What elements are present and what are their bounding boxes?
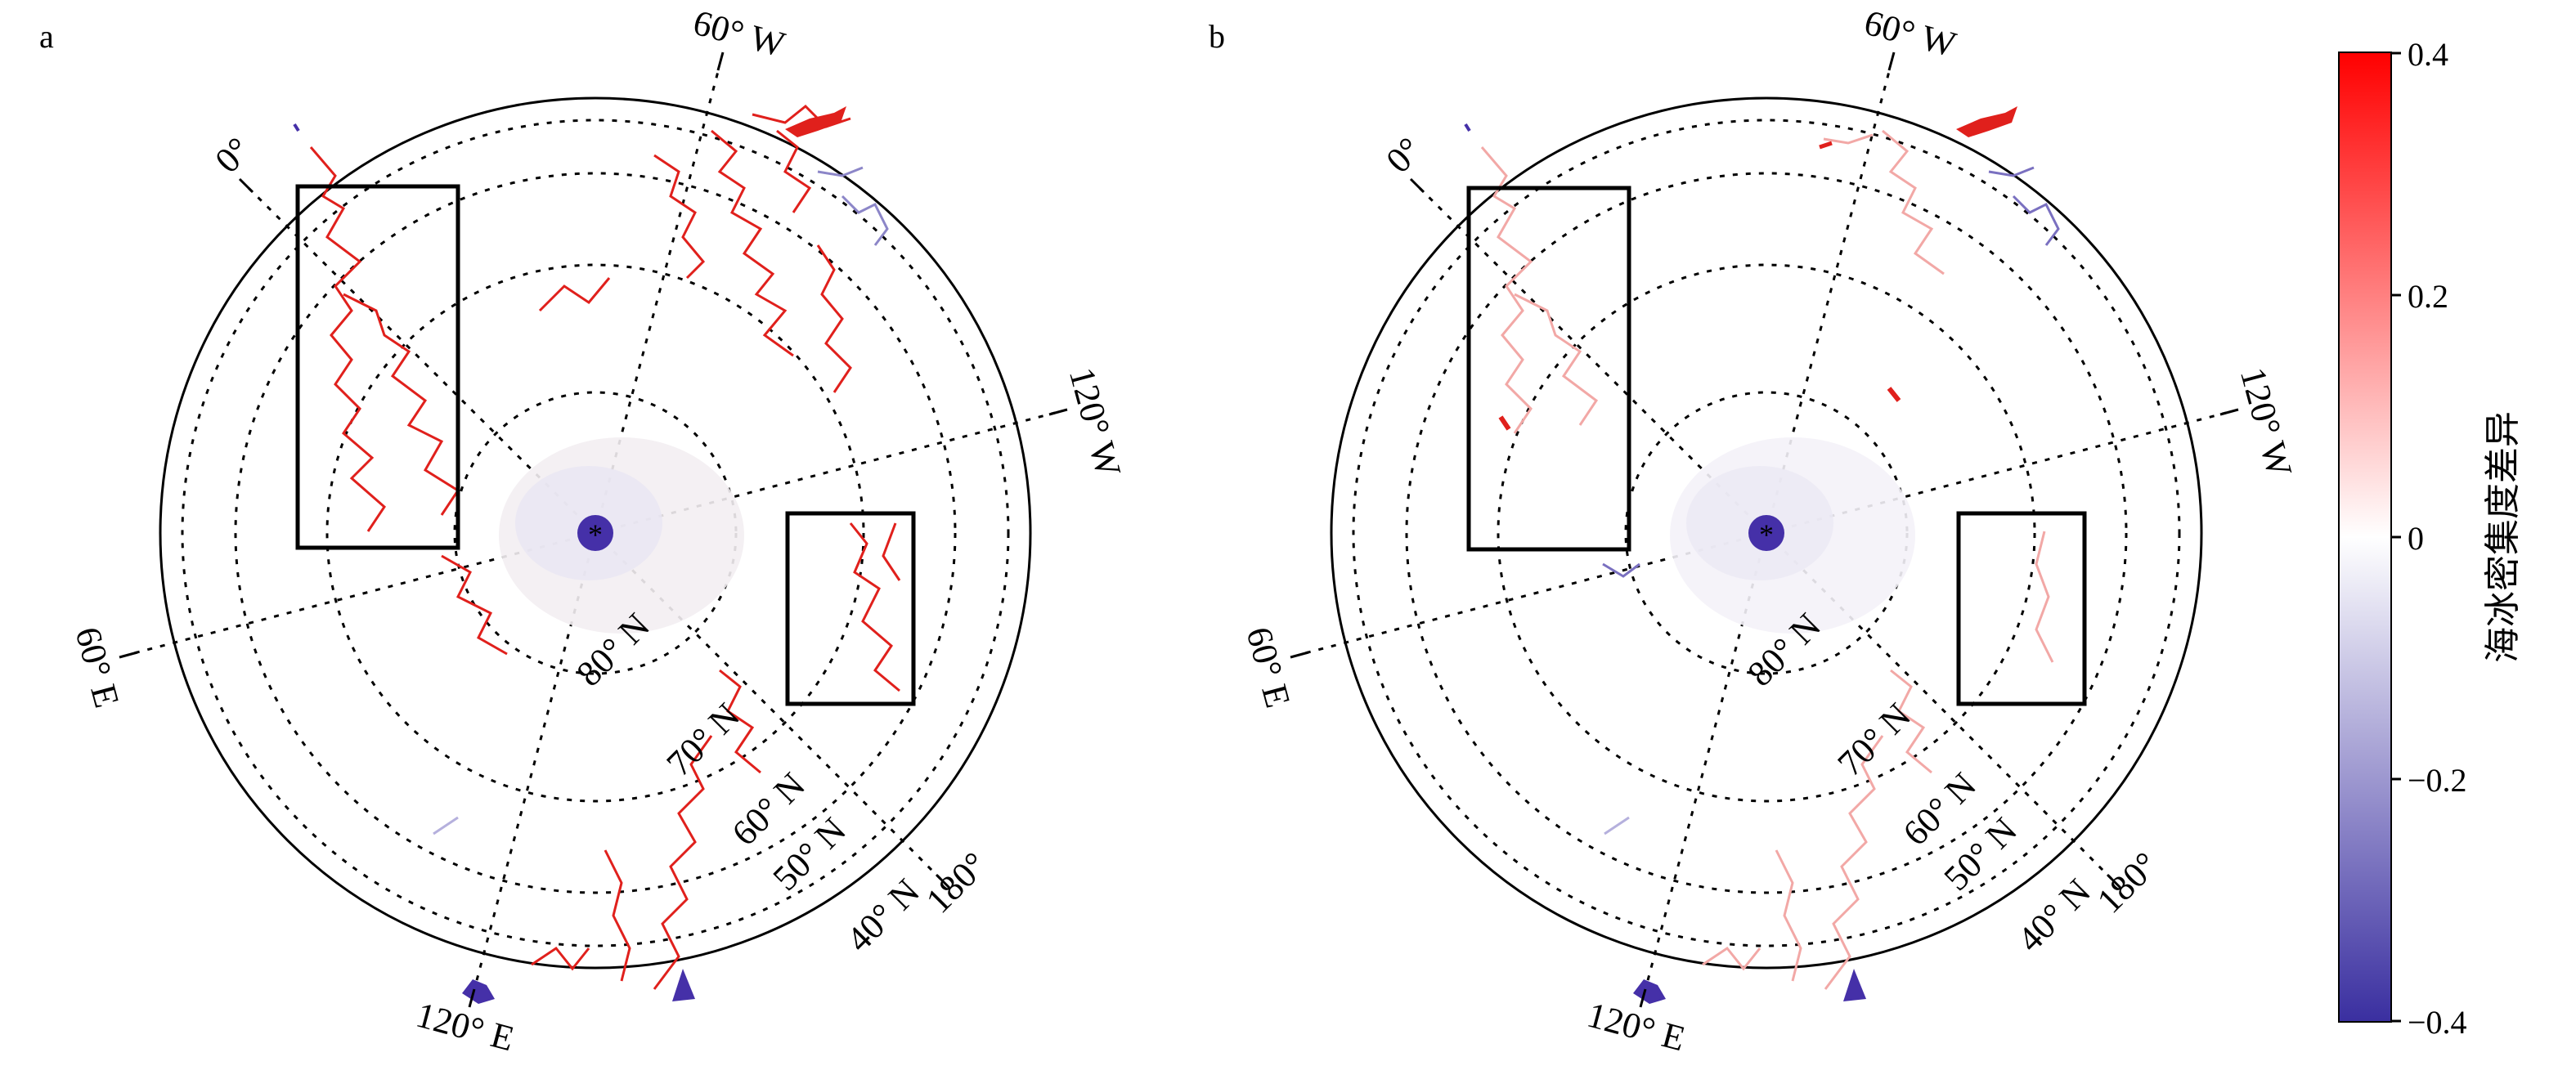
boundary-ticks xyxy=(119,52,1068,1008)
lat-label-70n: 70° N xyxy=(659,696,747,784)
ice-trace-negative xyxy=(1988,166,2035,177)
colorbar: 0.4 0.2 0 −0.2 −0.4 海冰密集度差异 xyxy=(2338,36,2523,1041)
negative-patch xyxy=(433,816,459,835)
ice-trace-negative xyxy=(817,166,864,177)
negative-patch xyxy=(293,123,300,132)
parallel-60n xyxy=(1405,172,2128,894)
sea-ice-negative-anomaly xyxy=(817,166,889,246)
negative-patch xyxy=(672,969,695,1001)
negative-patch xyxy=(462,979,495,1004)
highlight-box-left xyxy=(295,184,460,550)
ice-trace xyxy=(653,154,706,280)
ice-trace xyxy=(711,129,794,357)
ice-trace-negative xyxy=(2012,195,2060,246)
negative-patch xyxy=(1604,816,1630,835)
colorbar-tick-label: 0.4 xyxy=(2408,36,2448,73)
pole-star-icon: * xyxy=(588,518,603,551)
panel-b: b xyxy=(1209,2,2300,1059)
lon-label-180: 180° xyxy=(2089,844,2166,921)
lon-label-60e: 60° E xyxy=(67,623,127,712)
colorbar-tick-label: 0 xyxy=(2408,520,2424,557)
pole-hole xyxy=(577,515,613,551)
lon-label-60e: 60° E xyxy=(1238,623,1298,712)
ice-trace xyxy=(531,946,590,971)
colorbar-ticks xyxy=(2391,52,2401,1023)
parallel-60n xyxy=(234,172,957,894)
ice-trace-negative xyxy=(1602,562,1640,578)
pole-star-icon: * xyxy=(1759,518,1774,551)
ice-trace-negative xyxy=(841,195,889,246)
colorbar-tick-label: −0.2 xyxy=(2408,762,2467,799)
ice-trace xyxy=(309,146,386,532)
lon-label-120e: 120° E xyxy=(1583,995,1690,1059)
ice-trace xyxy=(1702,946,1761,971)
highlight-box-left xyxy=(1466,186,1631,552)
ice-trace xyxy=(776,129,812,213)
lon-label-0: 0° xyxy=(207,129,258,181)
colorbar-title: 海冰密集度差异 xyxy=(2483,411,2523,663)
ice-trace xyxy=(1824,735,1884,990)
lon-label-120e: 120° E xyxy=(412,995,518,1059)
panel-a-map: * 0° 60° W 120° W 180° 120° E xyxy=(67,2,1129,1059)
lon-label-120w: 120° W xyxy=(2233,364,2300,482)
ice-patch-positive xyxy=(1498,415,1511,431)
map-boundary xyxy=(159,96,1032,970)
parallel-70n xyxy=(1497,263,2036,803)
ice-trace xyxy=(882,522,901,581)
ice-trace xyxy=(1480,146,1533,434)
ice-trace xyxy=(1823,133,1874,145)
ice-trace xyxy=(441,554,508,656)
lon-label-60w: 60° W xyxy=(689,2,790,65)
panel-a-letter: a xyxy=(39,18,54,55)
highlight-box-right xyxy=(1956,511,2087,706)
ice-trace xyxy=(849,522,900,692)
negative-patch xyxy=(1633,979,1666,1004)
ice-trace xyxy=(816,244,852,393)
panel-b-map: * 0° 60° W 120° W 180° 120° E 60° E 80° … xyxy=(1238,2,2300,1059)
map-boundary xyxy=(1330,96,2203,970)
negative-patch xyxy=(1843,969,1866,1001)
negative-patch xyxy=(1464,123,1471,132)
sea-ice-negative-anomaly xyxy=(1602,166,2060,578)
colorbar-gradient xyxy=(2338,52,2392,1023)
ice-trace xyxy=(604,849,631,982)
ice-patch-positive xyxy=(1956,106,2017,137)
ice-patch-positive xyxy=(1819,141,1833,150)
ice-trace xyxy=(653,735,713,990)
boundary-ticks xyxy=(1290,52,2239,1008)
lon-label-0: 0° xyxy=(1378,129,1429,181)
colorbar-tick-label: 0.2 xyxy=(2408,278,2448,315)
ice-trace xyxy=(538,277,611,312)
ice-trace xyxy=(1514,293,1599,426)
lon-label-180: 180° xyxy=(918,844,995,921)
parallel-50n xyxy=(181,119,1010,947)
lat-label-70n: 70° N xyxy=(1830,696,1919,784)
ice-patch-positive xyxy=(1887,387,1901,402)
ice-trace xyxy=(2035,531,2054,663)
panel-b-letter: b xyxy=(1209,18,1225,55)
panel-a: a xyxy=(39,2,1129,1059)
ice-trace xyxy=(343,293,460,516)
colorbar-tick-label: −0.4 xyxy=(2408,1004,2467,1041)
parallel-50n xyxy=(1352,119,2181,947)
ice-patch-positive xyxy=(785,106,846,137)
ice-trace xyxy=(1775,849,1802,982)
lon-label-120w: 120° W xyxy=(1061,364,1129,482)
lon-label-60w: 60° W xyxy=(1860,2,1961,65)
pole-hole xyxy=(1748,515,1784,551)
highlight-box-right xyxy=(785,511,916,706)
sea-ice-edge-anomaly xyxy=(1480,129,2054,990)
parallel-70n xyxy=(325,263,865,803)
ice-trace xyxy=(1882,129,1945,275)
ice-trace xyxy=(719,669,761,774)
ice-trace xyxy=(1890,669,1932,774)
